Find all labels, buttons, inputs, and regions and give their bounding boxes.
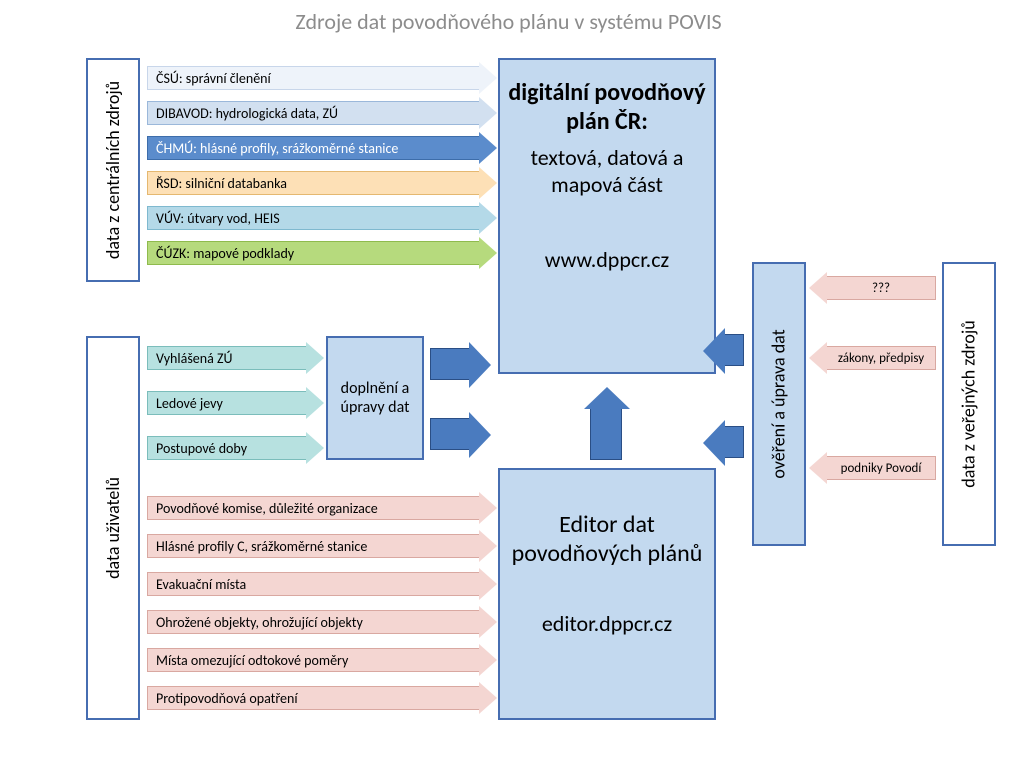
- label-user-data: data uživatelů: [86, 336, 140, 720]
- arrow-label: Ledové jevy: [156, 395, 223, 412]
- data-arrow: Postupové doby: [147, 436, 307, 460]
- data-arrow: Ledové jevy: [147, 391, 307, 415]
- arrow-label: Místa omezující odtokové poměry: [156, 652, 348, 669]
- arrow-editor-to-top: [590, 408, 622, 460]
- label-central-sources: data z centrálních zdrojů: [86, 58, 140, 282]
- page-title: Zdroje dat povodňového plánu v systému P…: [0, 8, 1017, 35]
- supplement-box: doplnění a úpravy dat: [326, 336, 424, 460]
- arrow-label: ČHMÚ: hlásné profily, srážkoměrné stanic…: [156, 140, 398, 157]
- arrow-label: ???: [872, 281, 890, 296]
- data-arrow: zákony, předpisy: [826, 346, 936, 370]
- data-arrow: Místa omezující odtokové poměry: [147, 648, 480, 672]
- arrow-label: ČÚZK: mapové podklady: [156, 245, 294, 262]
- data-arrow: ŘSD: silniční databanka: [147, 171, 480, 195]
- data-arrow: ČÚZK: mapové podklady: [147, 241, 480, 265]
- data-arrow: Vyhlášená ZÚ: [147, 346, 307, 370]
- data-arrow: ???: [826, 276, 936, 300]
- data-arrow: ČSÚ: správní členění: [147, 66, 480, 90]
- data-arrow: DIBAVOD: hydrologická data, ZÚ: [147, 101, 480, 125]
- dppcr-url: www.dppcr.cz: [508, 246, 706, 273]
- arrow-label: Ohrožené objekty, ohrožující objekty: [156, 614, 363, 631]
- arrow-label: zákony, předpisy: [838, 351, 924, 366]
- box-editor: Editor dat povodňových plánů editor.dppc…: [498, 468, 716, 720]
- data-arrow: Protipovodňová opatření: [147, 686, 480, 710]
- data-arrow: Ohrožené objekty, ohrožující objekty: [147, 610, 480, 634]
- editor-url: editor.dppcr.cz: [508, 610, 706, 637]
- arrow-supp-to-top: [430, 348, 470, 380]
- arrow-label: ČSÚ: správní členění: [156, 70, 271, 87]
- data-arrow: Hlásné profily C, srážkoměrné stanice: [147, 534, 480, 558]
- arrow-supp-to-bottom: [430, 418, 470, 450]
- arrow-label: Hlásné profily C, srážkoměrné stanice: [156, 538, 367, 555]
- arrow-label: DIBAVOD: hydrologická data, ZÚ: [156, 105, 338, 122]
- arrow-label: ŘSD: silniční databanka: [156, 175, 287, 192]
- data-arrow: Evakuační místa: [147, 572, 480, 596]
- dppcr-title: digitální povodňový plán ČR:: [508, 78, 706, 136]
- arrow-label: podniky Povodí: [841, 461, 922, 476]
- data-arrow: podniky Povodí: [826, 456, 936, 480]
- data-arrow: Povodňové komise, důležité organizace: [147, 496, 480, 520]
- label-public-sources: data z veřejných zdrojů: [942, 262, 996, 546]
- arrow-label: Postupové doby: [156, 440, 247, 457]
- arrow-verify-to-bottom: [724, 426, 744, 458]
- arrow-label: VÚV: útvary vod, HEIS: [156, 210, 280, 227]
- dppcr-sub: textová, datová a mapová část: [508, 144, 706, 198]
- arrow-label: Vyhlášená ZÚ: [156, 350, 233, 367]
- box-dppcr: digitální povodňový plán ČR: textová, da…: [498, 58, 716, 374]
- editor-title: Editor dat povodňových plánů: [508, 510, 706, 568]
- arrow-verify-to-top: [724, 334, 744, 366]
- data-arrow: ČHMÚ: hlásné profily, srážkoměrné stanic…: [147, 136, 480, 160]
- arrow-label: Protipovodňová opatření: [156, 690, 298, 707]
- arrow-label: Povodňové komise, důležité organizace: [156, 500, 378, 517]
- data-arrow: VÚV: útvary vod, HEIS: [147, 206, 480, 230]
- verify-box: ověření a úprava dat: [752, 262, 806, 546]
- arrow-label: Evakuační místa: [156, 576, 246, 593]
